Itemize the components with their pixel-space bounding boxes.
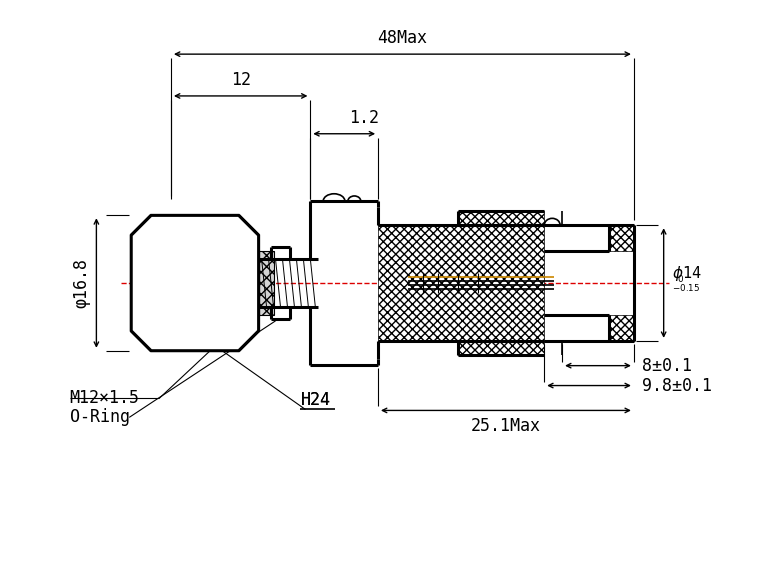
Text: M12×1.5: M12×1.5 — [70, 389, 139, 408]
Text: 9.8±0.1: 9.8±0.1 — [642, 377, 712, 395]
Polygon shape — [458, 341, 544, 354]
Bar — [378, 225, 544, 341]
Text: H24: H24 — [301, 391, 330, 409]
Text: φ16.8: φ16.8 — [73, 258, 90, 308]
Polygon shape — [131, 215, 259, 351]
Text: H24: H24 — [301, 391, 330, 409]
Text: $\phi$14: $\phi$14 — [672, 264, 701, 283]
Polygon shape — [458, 212, 544, 225]
Bar — [259, 251, 274, 315]
Text: 48Max: 48Max — [377, 29, 427, 47]
Text: 12: 12 — [230, 71, 250, 89]
Text: $^{\ \ 0}_{-0.15}$: $^{\ \ 0}_{-0.15}$ — [672, 275, 700, 295]
Text: 8±0.1: 8±0.1 — [642, 357, 692, 375]
Text: 1.2: 1.2 — [349, 109, 379, 127]
Polygon shape — [609, 225, 634, 251]
Polygon shape — [609, 315, 634, 341]
Text: O-Ring: O-Ring — [70, 409, 130, 426]
Text: 25.1Max: 25.1Max — [471, 417, 541, 436]
